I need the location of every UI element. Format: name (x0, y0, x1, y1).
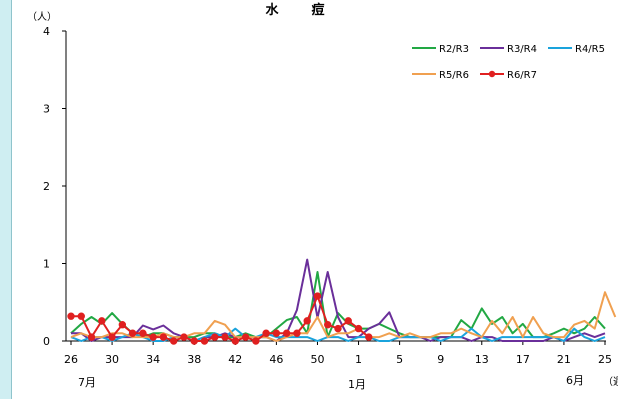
x-unit-label: （週） (603, 376, 618, 388)
series-point-R6-R7 (200, 337, 209, 345)
series-point-R6-R7 (282, 329, 291, 337)
x-tick-label: 26 (64, 353, 78, 366)
series-point-R6-R7 (344, 317, 352, 325)
series-point-R6-R7 (211, 333, 219, 341)
x-tick-label: 38 (187, 353, 201, 366)
legend-label: R5/R6 (439, 70, 469, 81)
series-point-R6-R7 (190, 337, 198, 345)
series-line-R4-R5 (70, 327, 606, 342)
series-point-R6-R7 (241, 333, 250, 341)
x-tick-label: 42 (228, 353, 242, 366)
series-point-R6-R7 (324, 321, 332, 329)
x-tick-label: 21 (557, 353, 571, 366)
chart-title: 水 痘 (265, 2, 334, 18)
series-point-R6-R7 (262, 329, 270, 337)
x-tick-label: 30 (105, 353, 119, 366)
series-point-R6-R7 (354, 324, 363, 333)
y-tick-label: 2 (43, 180, 50, 193)
legend-marker (488, 70, 496, 78)
y-tick-label: 1 (43, 258, 50, 271)
y-unit-label: （人） (27, 11, 57, 23)
series-point-R6-R7 (272, 329, 281, 337)
series-point-R6-R7 (118, 321, 127, 329)
x-tick-label: 13 (475, 353, 489, 366)
x-ticks: 26 30 34 38 42 46 50 1 5 9 13 17 21 25 (64, 341, 612, 366)
x-tick-label: 1 (355, 353, 362, 366)
x-tick-label: 9 (437, 353, 444, 366)
series-point-R6-R7 (87, 333, 96, 341)
series-point-R6-R7 (252, 337, 260, 345)
y-tick-label: 4 (43, 25, 50, 38)
series-point-R6-R7 (67, 312, 75, 320)
legend-label: R3/R4 (507, 44, 537, 55)
series-point-R6-R7 (303, 317, 311, 325)
month-label-jun: 6月 (566, 374, 584, 387)
series-point-R6-R7 (313, 292, 322, 300)
series-point-R6-R7 (231, 337, 240, 345)
x-tick-label: 34 (146, 353, 160, 366)
series-point-R6-R7 (293, 329, 301, 337)
series-point-R6-R7 (180, 333, 188, 341)
series-point-R6-R7 (159, 333, 168, 341)
left-strip (0, 0, 12, 399)
month-label-jul: 7月 (78, 376, 96, 389)
legend: R2/R3 R3/R4 R4/R5 R5/R6 R6/R7 (412, 44, 605, 81)
x-tick-label: 5 (396, 353, 403, 366)
x-tick-label: 46 (269, 353, 283, 366)
series-point-R6-R7 (139, 329, 147, 337)
x-tick-label: 25 (598, 353, 612, 366)
series-line-R3-R4 (71, 258, 606, 342)
series-point-R6-R7 (149, 333, 157, 341)
x-tick-label: 50 (310, 353, 324, 366)
month-label-jan: 1月 (348, 378, 366, 391)
series-point-R6-R7 (169, 337, 178, 345)
series-point-R6-R7 (128, 329, 137, 337)
legend-label: R6/R7 (507, 70, 537, 81)
series-point-R6-R7 (98, 317, 106, 325)
y-tick-label: 3 (43, 103, 50, 116)
series-point-R6-R7 (334, 324, 342, 333)
legend-label: R4/R5 (575, 44, 605, 55)
legend-label: R2/R3 (439, 44, 469, 55)
y-ticks: 0 1 2 3 4 (43, 25, 66, 348)
series-point-R6-R7 (365, 333, 373, 341)
series-point-R6-R7 (108, 333, 116, 341)
series-point-R6-R7 (221, 333, 229, 341)
series-layer (67, 258, 617, 345)
y-tick-label: 0 (43, 335, 50, 348)
x-tick-label: 17 (516, 353, 530, 366)
series-point-R6-R7 (77, 312, 85, 320)
